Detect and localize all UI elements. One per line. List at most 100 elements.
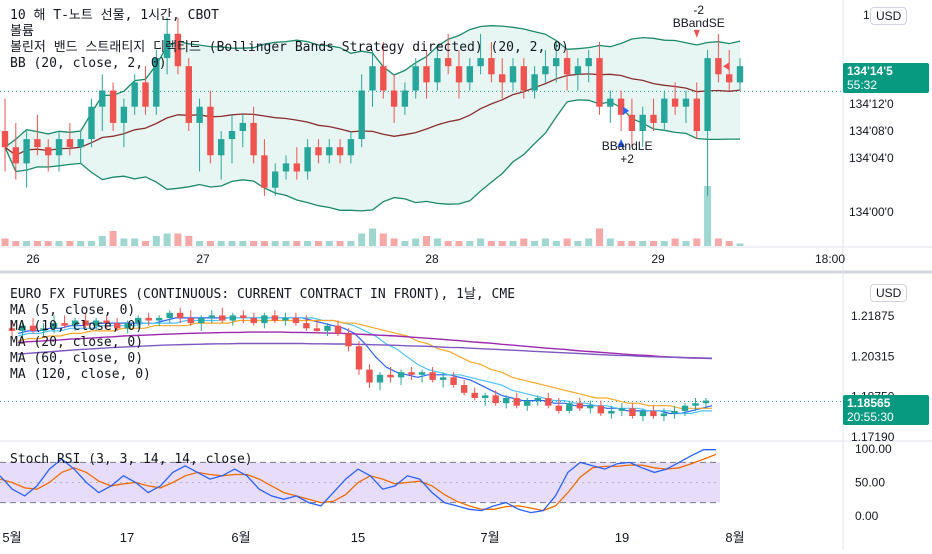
euro-candle (103, 320, 110, 324)
bb-indicator-legend[interactable]: BB (20, close, 2, 0) (10, 56, 167, 71)
bond-candle (682, 98, 690, 107)
volume-bar (736, 243, 744, 246)
volume-bar (390, 238, 398, 246)
volume-bar (660, 241, 668, 246)
bond-candle (250, 122, 257, 156)
date-tick: 17 (120, 530, 134, 545)
volume-bar (552, 241, 560, 246)
volume-bar (142, 241, 149, 246)
bond-candle (412, 66, 419, 91)
stoch-k-line (0, 449, 716, 514)
bond-candle (66, 139, 74, 148)
volume-bar (477, 238, 485, 246)
currency-button-top[interactable]: USD (870, 7, 908, 25)
ma5-legend[interactable]: MA (5, close, 0) (10, 303, 136, 318)
bond-candle (736, 66, 744, 83)
bond-candle (12, 147, 19, 164)
bond-candle (715, 58, 722, 75)
volume-bar (336, 241, 344, 246)
euro-candle (576, 403, 583, 409)
euro-candle (61, 323, 68, 326)
volume-bar (498, 241, 506, 246)
ma10-legend[interactable]: MA (10, close, 0) (10, 319, 144, 334)
euro-candle (534, 398, 541, 401)
time-tick: 18:00 (815, 252, 845, 266)
euro-symbol-title: EURO FX FUTURES (CONTINUOUS: CURRENT CON… (10, 287, 516, 302)
euro-candle (387, 374, 394, 378)
bond-last-price: 134'14'5 (847, 64, 893, 78)
bond-candle (671, 98, 679, 107)
euro-candle (8, 328, 16, 331)
volume-bar (228, 241, 236, 246)
volume-bar (585, 238, 593, 246)
volume-bar (260, 241, 268, 246)
bb-strategy-legend[interactable]: 볼린저 밴드 스트래티지 디렉티드 (Bollinger Bands Strat… (10, 40, 569, 55)
currency-button-bottom[interactable]: USD (870, 284, 908, 302)
volume-bar (66, 241, 74, 246)
stoch-tick: 0.00 (855, 509, 879, 523)
bond-countdown: 55:32 (847, 78, 878, 92)
volume-legend[interactable]: 볼륨 (10, 24, 34, 39)
euro-candle (292, 317, 300, 324)
euro-candle (40, 328, 47, 331)
euro-candle (513, 398, 520, 406)
volume-bar (606, 238, 614, 246)
euro-candle (334, 325, 342, 334)
bond-candle (585, 58, 592, 67)
ma60-legend[interactable]: MA (60, close, 0) (10, 351, 144, 366)
long-entry-arrow (617, 139, 626, 148)
ma20-legend[interactable]: MA (20, close, 0) (10, 335, 144, 350)
bond-candle (455, 66, 463, 83)
bond-candle (380, 66, 387, 91)
euro-candle (261, 315, 268, 324)
euro-candle (71, 320, 79, 326)
bond-candle (207, 106, 214, 156)
volume-bar (455, 241, 463, 246)
euro-candle (29, 325, 37, 331)
bond-candle (142, 82, 149, 107)
short-signal-label: BBandSE (673, 16, 725, 30)
bond-candle (88, 106, 95, 140)
stoch-rsi-legend[interactable]: Stoch RSI (3, 3, 14, 14, close) (10, 452, 253, 467)
euro-price-tick: 1.21875 (851, 309, 895, 323)
volume-bar (531, 241, 539, 246)
euro-candle (408, 372, 415, 375)
long-signal-qty: +2 (620, 152, 634, 166)
bond-candle (23, 139, 30, 164)
short-entry-arrow (693, 29, 700, 38)
bond-candle (563, 58, 571, 75)
volume-bar (563, 238, 571, 246)
bond-candle (99, 90, 106, 107)
euro-candle (219, 315, 226, 321)
bond-candle (661, 98, 668, 123)
ma120-legend[interactable]: MA (120, close, 0) (10, 367, 151, 382)
bond-candle (509, 66, 517, 83)
bond-candle (55, 139, 63, 156)
ma20-line (17, 319, 712, 409)
volume-bar (650, 241, 657, 246)
bond-candle (77, 139, 84, 148)
euro-candle (503, 398, 510, 404)
time-tick: 27 (196, 252, 210, 266)
bond-price-tick: 1 (863, 8, 870, 22)
euro-candle (671, 410, 678, 414)
euro-last-price: 1.18565 (847, 396, 891, 410)
euro-candle (555, 405, 562, 411)
euro-candle (482, 395, 489, 398)
bond-candle (499, 74, 506, 83)
bond-candle (553, 58, 560, 67)
bond-candle (423, 66, 430, 83)
euro-candle (355, 346, 363, 370)
euro-candle (418, 372, 426, 375)
bb-lower-band (4, 99, 740, 212)
bond-candle (650, 114, 657, 123)
volume-bar (152, 236, 160, 246)
bond-candle (369, 66, 376, 91)
bond-candle (261, 155, 268, 188)
bond-candle (272, 171, 279, 188)
volume-bar (725, 241, 733, 246)
volume-bar (671, 238, 679, 246)
euro-candle (587, 405, 594, 409)
volume-bar (714, 238, 722, 246)
volume-bar (520, 238, 528, 246)
